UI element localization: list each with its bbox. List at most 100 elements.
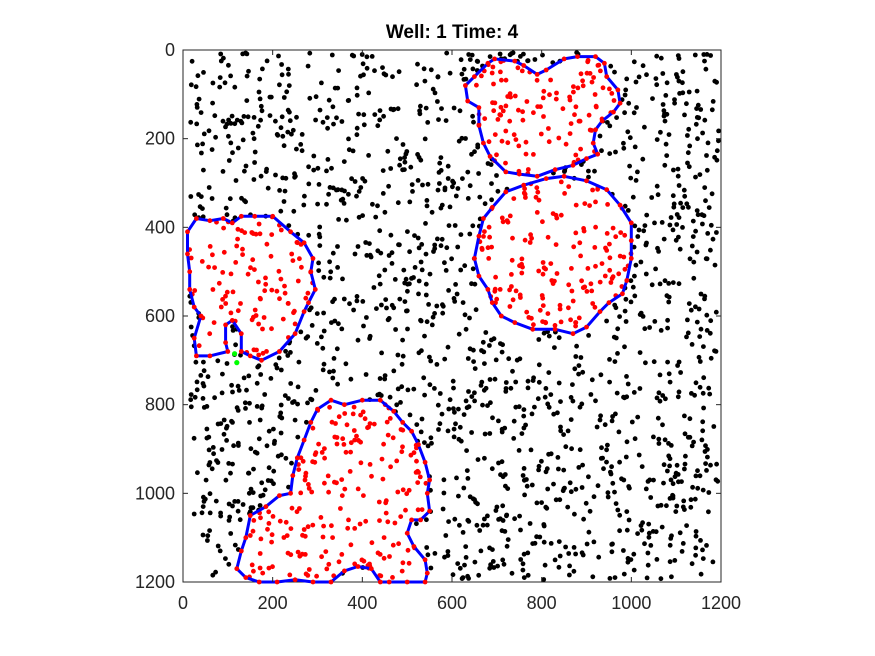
background-cell xyxy=(354,132,360,138)
background-cell xyxy=(478,548,484,554)
background-cell xyxy=(451,385,456,391)
background-cell xyxy=(407,281,412,287)
colony-cell xyxy=(338,506,343,511)
background-cell xyxy=(417,111,423,117)
colony-cell xyxy=(269,539,274,545)
background-cell xyxy=(674,503,680,509)
background-cell xyxy=(692,496,698,502)
colony-cell xyxy=(600,85,606,91)
background-cell xyxy=(446,519,451,524)
background-cell xyxy=(416,155,422,160)
colony-cell xyxy=(479,245,485,251)
background-cell xyxy=(449,256,454,262)
background-cell xyxy=(509,570,515,576)
background-cell xyxy=(472,398,477,404)
background-cell xyxy=(387,394,393,400)
colony-cell xyxy=(487,234,492,240)
colony-cell xyxy=(274,288,280,294)
background-cell xyxy=(194,387,200,393)
background-cell xyxy=(615,507,621,513)
background-cell xyxy=(230,461,235,467)
background-cell xyxy=(336,217,341,222)
background-cell xyxy=(607,123,613,129)
colony-cell xyxy=(249,562,255,568)
background-cell xyxy=(306,232,312,238)
background-cell xyxy=(631,110,637,116)
background-cell xyxy=(693,552,698,558)
colony-cell xyxy=(536,197,542,203)
background-cell xyxy=(612,359,618,364)
background-cell xyxy=(443,268,449,273)
background-cell xyxy=(497,51,503,57)
boundary-vertex xyxy=(288,229,293,235)
background-cell xyxy=(234,117,240,123)
background-cell xyxy=(409,182,415,188)
background-cell xyxy=(684,523,689,528)
background-cell xyxy=(464,448,469,453)
background-cell xyxy=(666,441,671,446)
background-cell xyxy=(490,559,496,564)
colony-cell xyxy=(550,211,556,217)
background-cell xyxy=(466,389,471,394)
colony-cell xyxy=(313,450,319,456)
colony-cell xyxy=(492,132,498,138)
background-cell xyxy=(313,388,319,393)
background-cell xyxy=(511,436,517,441)
background-cell xyxy=(336,321,341,327)
background-cell xyxy=(427,354,432,360)
background-cell xyxy=(492,376,498,382)
background-cell xyxy=(661,113,667,119)
background-cell xyxy=(497,516,503,522)
background-cell xyxy=(226,461,232,466)
x-tick-label: 200 xyxy=(258,593,288,613)
colony-cell xyxy=(378,573,384,579)
background-cell xyxy=(221,417,227,423)
background-cell xyxy=(250,490,256,495)
colony-cell xyxy=(305,524,311,530)
colony-cell xyxy=(235,226,241,232)
background-cell xyxy=(254,450,260,456)
background-cell xyxy=(485,403,490,408)
background-cell xyxy=(639,527,645,533)
colony-cell xyxy=(342,486,348,492)
boundary-vertex xyxy=(481,140,486,146)
background-cell xyxy=(704,312,710,318)
background-cell xyxy=(621,477,627,483)
background-cell xyxy=(220,118,226,124)
background-cell xyxy=(271,441,277,446)
background-cell xyxy=(428,565,434,571)
background-cell xyxy=(378,250,384,256)
background-cell xyxy=(633,178,639,183)
colony-cell xyxy=(303,473,308,479)
boundary-vertex xyxy=(377,579,383,585)
background-cell xyxy=(317,234,323,240)
colony-cell xyxy=(554,271,560,276)
background-cell xyxy=(655,415,661,421)
background-cell xyxy=(591,494,597,500)
x-tick-label: 0 xyxy=(178,593,188,613)
boundary-vertex xyxy=(521,182,527,188)
background-cell xyxy=(499,349,505,355)
background-cell xyxy=(246,470,251,476)
background-cell xyxy=(522,492,527,498)
background-cell xyxy=(628,299,634,305)
background-cell xyxy=(255,123,261,129)
colony-cell xyxy=(295,549,301,555)
background-cell xyxy=(685,133,690,138)
background-cell xyxy=(482,431,488,437)
background-cell xyxy=(407,412,413,418)
background-cell xyxy=(691,259,697,265)
background-cell xyxy=(703,256,709,262)
colony-cell xyxy=(346,517,351,523)
colony-cell xyxy=(283,519,289,525)
colony-cell xyxy=(220,270,226,275)
background-cell xyxy=(654,53,660,59)
background-cell xyxy=(638,259,644,265)
background-cell xyxy=(661,480,666,486)
background-cell xyxy=(424,198,430,203)
background-cell xyxy=(668,215,674,220)
background-cell xyxy=(445,163,451,169)
background-cell xyxy=(271,468,277,474)
background-cell xyxy=(663,93,669,98)
background-cell xyxy=(226,561,232,567)
